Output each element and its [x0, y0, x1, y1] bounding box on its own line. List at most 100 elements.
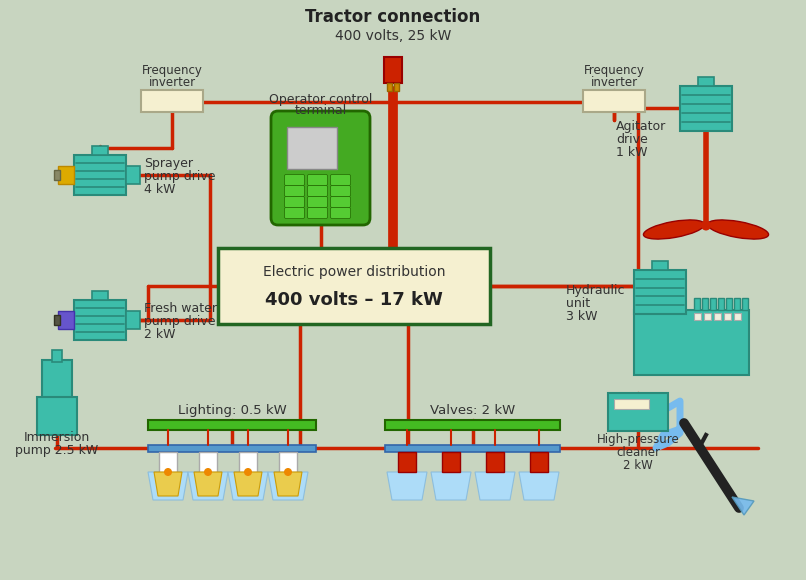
Text: High-pressure: High-pressure [596, 433, 679, 446]
Text: terminal: terminal [294, 104, 347, 117]
Bar [734, 298, 740, 310]
Text: pump drive: pump drive [144, 170, 215, 183]
Bar [742, 298, 748, 310]
Bar [92, 291, 108, 300]
Bar [58, 311, 74, 329]
Polygon shape [154, 472, 182, 496]
Bar [724, 313, 731, 320]
Bar [710, 298, 716, 310]
Polygon shape [431, 472, 471, 500]
Bar [385, 445, 560, 452]
Bar [287, 127, 337, 169]
Text: 2 kW: 2 kW [623, 459, 653, 472]
FancyBboxPatch shape [285, 208, 305, 219]
Text: 400 volts, 25 kW: 400 volts, 25 kW [334, 29, 451, 43]
Bar [74, 300, 126, 340]
Bar [704, 313, 711, 320]
Bar [54, 170, 60, 180]
Text: Electric power distribution: Electric power distribution [263, 265, 445, 279]
Text: 4 kW: 4 kW [144, 183, 176, 196]
FancyBboxPatch shape [330, 197, 351, 208]
Ellipse shape [708, 220, 769, 239]
FancyBboxPatch shape [308, 197, 327, 208]
Text: Operator control: Operator control [269, 93, 372, 106]
Bar [239, 452, 257, 472]
Bar [148, 420, 316, 430]
FancyBboxPatch shape [308, 208, 327, 219]
Bar [159, 452, 177, 472]
Polygon shape [732, 497, 754, 515]
Text: drive: drive [616, 133, 648, 146]
Bar [387, 83, 392, 91]
Text: Immersion: Immersion [24, 431, 90, 444]
Bar [694, 298, 700, 310]
FancyBboxPatch shape [330, 186, 351, 197]
Bar [634, 270, 686, 314]
Bar [694, 313, 701, 320]
Bar [54, 315, 60, 325]
FancyBboxPatch shape [308, 175, 327, 186]
Bar [199, 452, 217, 472]
Polygon shape [234, 472, 262, 496]
Ellipse shape [643, 220, 704, 239]
Bar [734, 313, 741, 320]
Bar [58, 166, 74, 184]
Bar [74, 155, 126, 195]
Bar [148, 445, 316, 452]
FancyBboxPatch shape [285, 186, 305, 197]
FancyBboxPatch shape [330, 175, 351, 186]
Bar [652, 261, 668, 270]
Bar [42, 360, 72, 400]
Bar [583, 90, 645, 112]
Bar [398, 452, 416, 472]
Bar [52, 350, 62, 362]
Bar [718, 298, 724, 310]
Text: Lighting: 0.5 kW: Lighting: 0.5 kW [177, 404, 286, 417]
Text: Agitator: Agitator [616, 120, 667, 133]
Text: cleaner: cleaner [616, 446, 660, 459]
Text: Fresh water: Fresh water [144, 302, 217, 315]
Text: 2 kW: 2 kW [144, 328, 176, 341]
Circle shape [701, 220, 711, 230]
Bar [218, 248, 490, 324]
Bar [714, 313, 721, 320]
Polygon shape [387, 472, 427, 500]
Text: Frequency: Frequency [584, 64, 645, 77]
FancyBboxPatch shape [285, 197, 305, 208]
Polygon shape [188, 472, 228, 500]
Text: 3 kW: 3 kW [566, 310, 597, 323]
Bar [126, 311, 140, 329]
Polygon shape [194, 472, 222, 496]
Bar [126, 166, 140, 184]
FancyBboxPatch shape [271, 111, 370, 225]
Text: Valves: 2 kW: Valves: 2 kW [430, 404, 515, 417]
Text: Sprayer: Sprayer [144, 157, 193, 170]
Text: Frequency: Frequency [142, 64, 202, 77]
Text: pump drive: pump drive [144, 315, 215, 328]
Bar [279, 452, 297, 472]
Bar [680, 85, 732, 130]
Polygon shape [519, 472, 559, 500]
Bar [486, 452, 504, 472]
Polygon shape [274, 472, 302, 496]
Bar [442, 452, 460, 472]
Polygon shape [228, 472, 268, 500]
Bar [394, 83, 399, 91]
Bar [634, 310, 749, 375]
Text: Tractor connection: Tractor connection [305, 8, 480, 26]
FancyBboxPatch shape [285, 175, 305, 186]
Bar [726, 298, 732, 310]
Circle shape [244, 468, 252, 476]
Bar [141, 90, 203, 112]
Bar [614, 399, 649, 409]
Bar [385, 420, 560, 430]
Text: unit: unit [566, 297, 590, 310]
Circle shape [164, 468, 172, 476]
Polygon shape [268, 472, 308, 500]
Polygon shape [475, 472, 515, 500]
Text: pump 2.5 kW: pump 2.5 kW [15, 444, 98, 457]
Polygon shape [148, 472, 188, 500]
Bar [530, 452, 548, 472]
Text: Hydraulic: Hydraulic [566, 284, 625, 297]
Text: inverter: inverter [148, 76, 196, 89]
